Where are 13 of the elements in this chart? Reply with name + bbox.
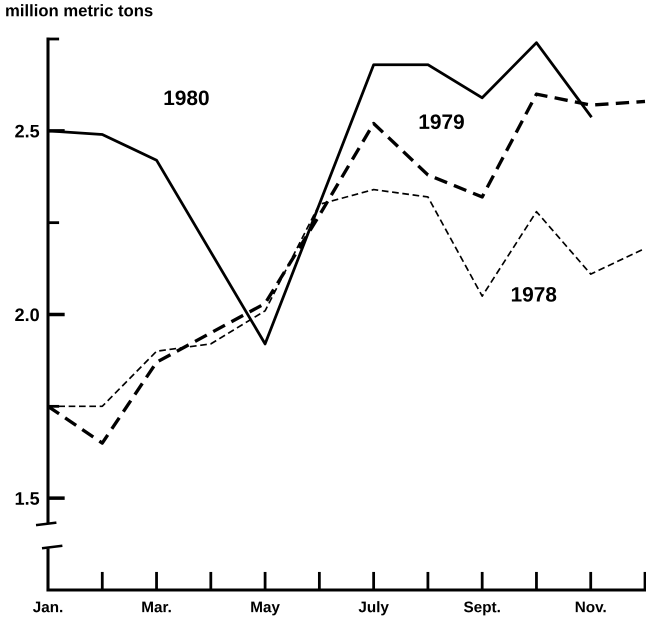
series-label: 1978	[512, 286, 556, 302]
text: 1980	[164, 90, 209, 106]
x-tick-label: Jan.	[32, 602, 62, 612]
y-tick-label: 2.5	[15, 124, 40, 138]
y-axis-title: million metric tons	[6, 4, 152, 16]
series-label: 1979	[420, 114, 464, 130]
x-tick-label: Nov.	[576, 602, 606, 612]
y-tick-label: 2.0	[15, 308, 39, 322]
x-tick-label: July	[358, 601, 389, 616]
y-tick-label: 1.5	[16, 492, 40, 505]
x-tick-label: Sept.	[464, 602, 500, 616]
x-tick-label: May	[251, 602, 280, 616]
x-tick-label: Mar.	[142, 602, 171, 612]
